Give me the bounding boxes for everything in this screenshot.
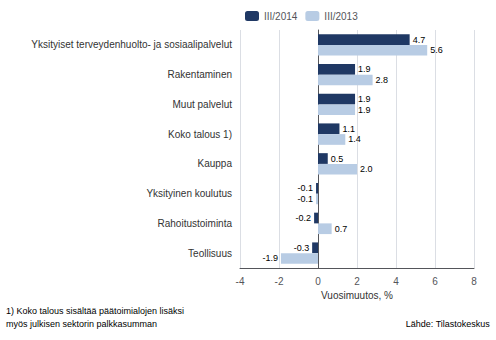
- svg-text:2.8: 2.8: [376, 75, 389, 85]
- svg-text:1.9: 1.9: [358, 105, 371, 115]
- svg-text:Teollisuus: Teollisuus: [188, 248, 232, 259]
- svg-text:Yksityinen koulutus: Yksityinen koulutus: [146, 188, 232, 199]
- svg-text:Lähde: Tilastokeskus: Lähde: Tilastokeskus: [406, 319, 491, 329]
- svg-text:1.9: 1.9: [358, 64, 371, 74]
- svg-text:Vuosimuutos, %: Vuosimuutos, %: [321, 290, 393, 301]
- svg-text:-4: -4: [236, 276, 245, 287]
- svg-text:2.0: 2.0: [360, 164, 373, 174]
- svg-text:0.7: 0.7: [335, 224, 348, 234]
- svg-text:-0.1: -0.1: [298, 183, 314, 193]
- svg-text:III/2014: III/2014: [264, 11, 298, 22]
- svg-text:6: 6: [432, 276, 438, 287]
- svg-text:-0.2: -0.2: [296, 213, 312, 223]
- svg-text:Yksityiset terveydenhuolto- ja: Yksityiset terveydenhuolto- ja sosiaalip…: [31, 39, 232, 50]
- svg-text:-1.9: -1.9: [262, 253, 278, 263]
- svg-text:III/2013: III/2013: [324, 11, 358, 22]
- svg-text:0: 0: [315, 276, 321, 287]
- svg-text:4.7: 4.7: [413, 35, 426, 45]
- svg-text:8: 8: [471, 276, 477, 287]
- svg-text:Koko talous 1): Koko talous 1): [168, 129, 232, 140]
- svg-text:2: 2: [354, 276, 360, 287]
- svg-text:-0.3: -0.3: [294, 243, 310, 253]
- svg-text:1.1: 1.1: [342, 124, 355, 134]
- svg-text:5.6: 5.6: [430, 45, 443, 55]
- svg-text:Kauppa: Kauppa: [198, 158, 233, 169]
- svg-text:4: 4: [393, 276, 399, 287]
- svg-text:1.4: 1.4: [348, 134, 361, 144]
- svg-text:-2: -2: [275, 276, 284, 287]
- svg-text:0.5: 0.5: [331, 154, 344, 164]
- svg-text:myös julkisen sektorin palkkas: myös julkisen sektorin palkkasumman: [6, 319, 157, 329]
- svg-text:Muut palvelut: Muut palvelut: [173, 99, 233, 110]
- svg-text:Rakentaminen: Rakentaminen: [168, 69, 232, 80]
- svg-text:1) Koko talous sisältää päätoi: 1) Koko talous sisältää päätoimialojen l…: [6, 306, 184, 316]
- svg-text:-0.1: -0.1: [298, 194, 314, 204]
- svg-text:Rahoitustoiminta: Rahoitustoiminta: [158, 218, 233, 229]
- svg-text:1.9: 1.9: [358, 94, 371, 104]
